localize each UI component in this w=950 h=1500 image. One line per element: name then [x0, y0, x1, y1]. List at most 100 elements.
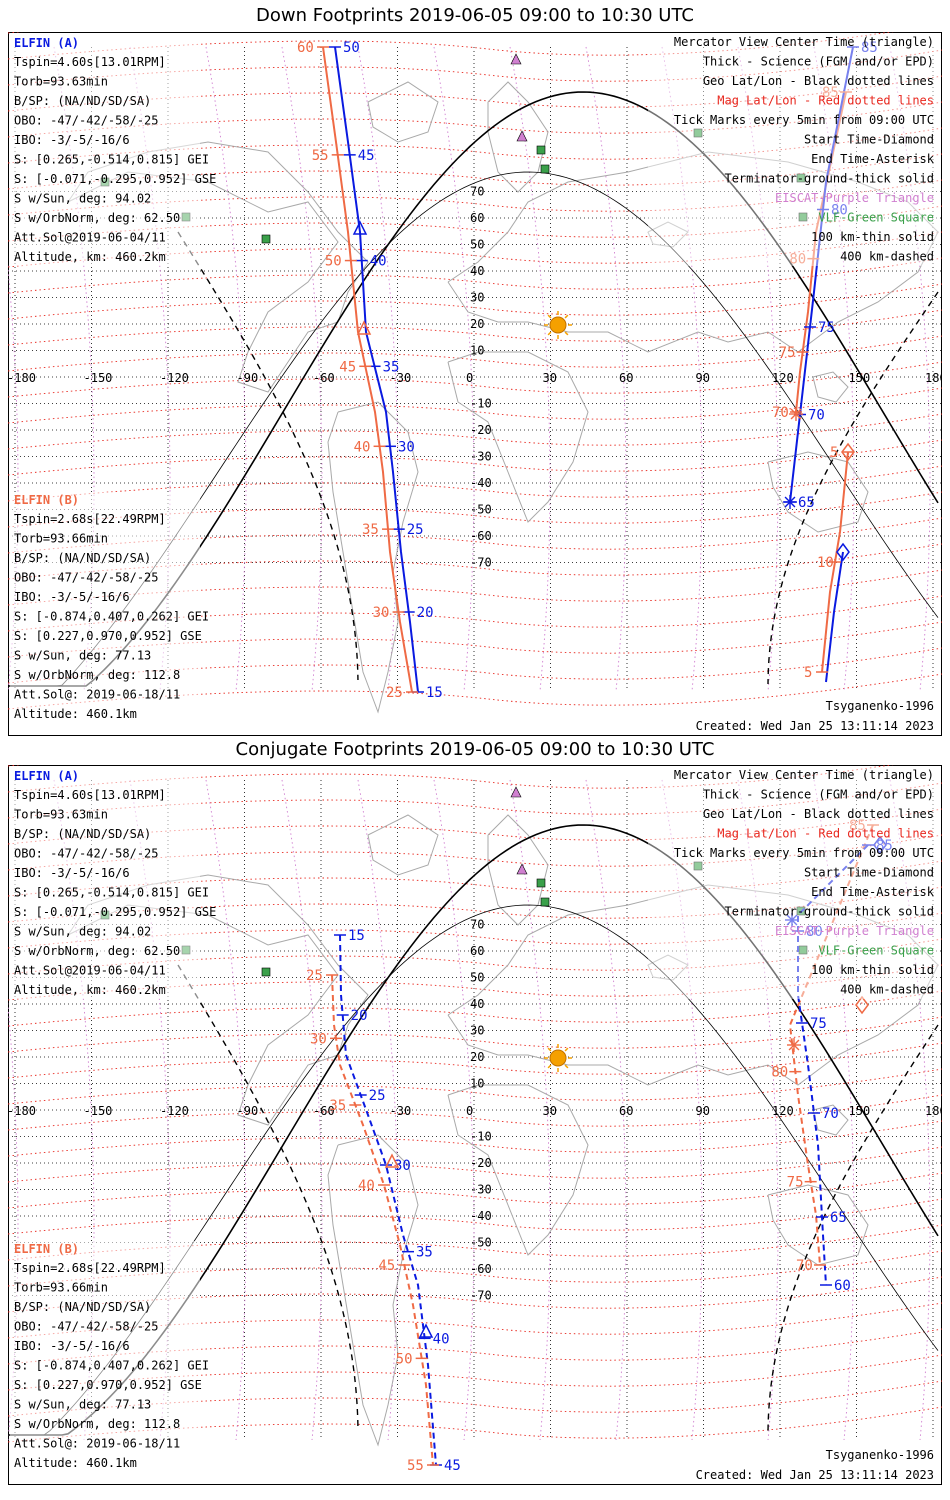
- sun-ray: [564, 1064, 569, 1069]
- lon-label: -180: [8, 1104, 36, 1118]
- mag-parallel: [8, 283, 942, 320]
- mag-meridian: [813, 46, 855, 692]
- mag-parallel: [8, 257, 942, 294]
- elfin-b-param: B/SP: (NA/ND/SD/SA): [14, 1300, 151, 1314]
- coastline: [812, 1104, 849, 1136]
- legend-item: Terminator-ground-thick solid: [724, 905, 934, 919]
- elfin-a-tick-label: 15: [348, 928, 365, 944]
- mag-parallel: [8, 1094, 942, 1131]
- mag-parallel: [8, 1042, 942, 1079]
- vlf-square: [261, 234, 271, 244]
- mag-parallel: [8, 439, 942, 476]
- lat-label: -70: [470, 556, 492, 570]
- lat-label: 50: [470, 238, 484, 252]
- terminator-400km: [177, 231, 359, 681]
- elfin-a-info: ELFIN (A) Tspin=4.60s[13.01RPM] Torb=93.63…: [10, 34, 216, 266]
- elfin-b-param: B/SP: (NA/ND/SD/SA): [14, 551, 151, 565]
- mag-parallel: [8, 860, 942, 897]
- lat-label: 10: [470, 344, 484, 358]
- lon-label: 120: [772, 371, 794, 385]
- lon-label: 180: [925, 371, 942, 385]
- mag-parallel: [8, 1120, 942, 1157]
- mag-parallel: [8, 49, 942, 86]
- lat-label: 50: [470, 971, 484, 985]
- elfin-a-track: [334, 46, 419, 693]
- elfin-a-tick-label: 80: [831, 203, 848, 219]
- legend-item: Tick Marks every 5min from 09:00 UTC: [674, 846, 934, 860]
- conjugate-footprints-map: -180 -150 -120 -90 -60 -30 0 30 60 90 120 150 180 70 6…: [8, 765, 942, 1485]
- end-asterisk: [788, 1039, 800, 1051]
- elfin-a-tick-label: 85: [861, 40, 878, 56]
- legend-item: End Time-Asterisk: [811, 152, 935, 166]
- mag-parallel: [8, 1068, 942, 1105]
- lat-label: 60: [470, 211, 484, 225]
- mag-parallel: [8, 808, 942, 845]
- lon-label: -60: [313, 371, 335, 385]
- elfin-b-tick-label: 80: [771, 1065, 788, 1081]
- mag-meridian: [737, 779, 779, 1441]
- mag-parallel: [8, 1276, 942, 1313]
- legend-item: Geo Lat/Lon - Black dotted lines: [703, 807, 934, 821]
- panel-title-conjugate: Conjugate Footprints 2019-06-05 09:00 to…: [235, 739, 715, 760]
- mag-parallel: [8, 964, 942, 1001]
- elfin-b-tick-label: 50: [325, 254, 342, 270]
- elfin-a-param: S w/Sun, deg: 94.02: [14, 192, 151, 206]
- lat-label: 40: [470, 264, 484, 278]
- mag-parallel: [8, 1406, 942, 1443]
- lat-label: 30: [470, 1024, 484, 1038]
- elfin-b-param: Altitude: 460.1km: [14, 1456, 137, 1470]
- legend-item: Mercator View Center Time (triangle): [674, 768, 934, 782]
- mag-parallel: [8, 1016, 942, 1053]
- legend-item: Mag Lat/Lon - Red dotted lines: [717, 827, 934, 841]
- elfin-a-tick-label: 25: [407, 522, 424, 538]
- elfin-b-param: S w/OrbNorm, deg: 112.8: [14, 668, 180, 682]
- elfin-a-param: Torb=93.63min: [14, 75, 108, 89]
- mag-parallel: [8, 465, 942, 502]
- center-triangle: [356, 320, 372, 335]
- vlf-square: [693, 861, 703, 871]
- mag-meridian: [813, 779, 855, 1441]
- elfin-b-tick-label: 30: [373, 605, 390, 621]
- mag-meridian: [889, 779, 931, 1441]
- elfin-b-tick-label: 30: [310, 1031, 327, 1047]
- elfin-a-tick-label: 30: [394, 1158, 411, 1174]
- elfin-a-tick-label: 65: [830, 1210, 847, 1226]
- elfin-a-tick-label: 40: [370, 254, 387, 270]
- mag-meridian: [661, 779, 703, 1441]
- legend-item: 400 km-dashed: [840, 983, 934, 997]
- elfin-a-name: ELFIN (A): [14, 36, 79, 50]
- lon-label: -120: [160, 371, 189, 385]
- lat-label: 60: [470, 944, 484, 958]
- elfin-a-param: S w/Sun, deg: 94.02: [14, 925, 151, 939]
- legend-item: Thick - Science (FGM and/or EPD): [703, 55, 934, 69]
- lon-label: 120: [772, 1104, 794, 1118]
- mag-meridian: [357, 779, 399, 1441]
- lon-label: -180: [8, 371, 36, 385]
- eiscat-triangle: [516, 130, 528, 142]
- elfin-b-tick-label: 70: [772, 405, 789, 421]
- legend-item: Mag Lat/Lon - Red dotted lines: [717, 94, 934, 108]
- lon-label: 0: [466, 371, 473, 385]
- elfin-a-tick-label: 20: [417, 605, 434, 621]
- mag-parallel: [8, 886, 942, 923]
- vlf-square: [798, 212, 808, 222]
- mag-parallel: [8, 912, 942, 949]
- elfin-b-name: ELFIN (B): [14, 1242, 79, 1256]
- elfin-a-param: IBO: -3/-5/-16/6: [14, 133, 130, 147]
- start-diamond: [841, 442, 855, 462]
- map-frame: [8, 765, 942, 1485]
- mag-meridian: [281, 779, 323, 1441]
- eiscat-triangle: [510, 53, 522, 65]
- end-asterisk: [786, 914, 798, 926]
- elfin-a-param: B/SP: (NA/ND/SD/SA): [14, 827, 151, 841]
- elfin-b-param: S w/Sun, deg: 77.13: [14, 1398, 151, 1412]
- lat-label: -20: [470, 1156, 492, 1170]
- elfin-a-tick-label: 25: [369, 1088, 386, 1104]
- elfin-b-param: S: [-0.874,0.407,0.262] GEI: [14, 610, 209, 624]
- elfin-b-name: ELFIN (B): [14, 493, 79, 507]
- lat-label: -30: [470, 1183, 492, 1197]
- legend-item: Tick Marks every 5min from 09:00 UTC: [674, 113, 934, 127]
- elfin-b-tick-label: 85: [822, 85, 839, 101]
- elfin-b-tick-label: 55: [312, 148, 329, 164]
- eiscat-triangle: [516, 863, 528, 875]
